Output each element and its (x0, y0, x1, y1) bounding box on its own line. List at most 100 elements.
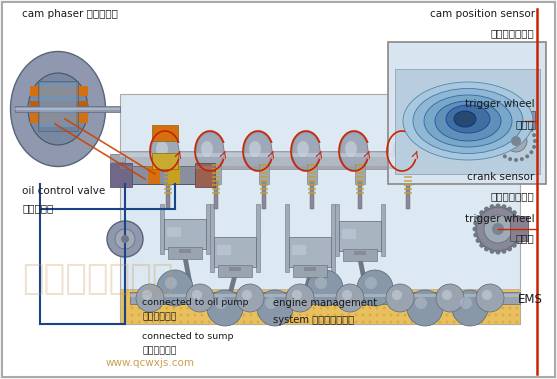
Circle shape (320, 293, 323, 296)
Circle shape (392, 290, 402, 300)
Circle shape (326, 321, 330, 324)
Bar (404, 180, 412, 182)
Circle shape (418, 321, 421, 324)
Circle shape (263, 299, 266, 302)
Circle shape (222, 321, 224, 324)
Circle shape (452, 307, 456, 310)
Circle shape (473, 313, 476, 316)
Circle shape (157, 270, 193, 306)
Circle shape (503, 124, 507, 128)
Circle shape (532, 145, 536, 149)
Circle shape (152, 299, 154, 302)
Circle shape (397, 321, 399, 324)
Circle shape (208, 313, 211, 316)
Circle shape (138, 293, 140, 296)
Circle shape (432, 293, 434, 296)
Bar (308, 172, 316, 174)
Circle shape (334, 307, 336, 310)
Circle shape (418, 307, 421, 310)
Circle shape (484, 207, 489, 211)
Circle shape (138, 321, 140, 324)
Circle shape (499, 150, 502, 154)
Circle shape (495, 307, 497, 310)
Circle shape (165, 313, 169, 316)
Circle shape (130, 299, 134, 302)
Circle shape (271, 313, 273, 316)
Circle shape (193, 307, 197, 310)
Bar (212, 188, 220, 190)
Bar (356, 164, 364, 166)
Bar (308, 164, 316, 166)
Circle shape (383, 293, 385, 296)
Circle shape (144, 313, 148, 316)
Circle shape (472, 227, 477, 232)
Circle shape (512, 243, 517, 248)
Circle shape (369, 293, 372, 296)
Circle shape (130, 321, 134, 324)
Circle shape (152, 321, 154, 324)
Circle shape (152, 313, 154, 316)
Circle shape (369, 299, 372, 302)
Circle shape (312, 299, 315, 302)
Circle shape (214, 313, 217, 316)
Bar (356, 192, 364, 194)
Bar (212, 168, 220, 170)
Bar (307, 164, 317, 184)
Text: oil control valve: oil control valve (22, 186, 105, 196)
Bar (260, 172, 268, 174)
Circle shape (354, 299, 358, 302)
Circle shape (411, 293, 413, 296)
Circle shape (424, 299, 428, 302)
Circle shape (383, 321, 385, 324)
Circle shape (277, 321, 281, 324)
Circle shape (432, 321, 434, 324)
Bar (404, 184, 412, 186)
Circle shape (481, 299, 483, 302)
Circle shape (515, 313, 519, 316)
Circle shape (307, 270, 343, 306)
Circle shape (369, 313, 372, 316)
Circle shape (361, 293, 364, 296)
Circle shape (236, 299, 238, 302)
Circle shape (265, 297, 277, 309)
Circle shape (476, 238, 481, 243)
Bar (110, 154, 125, 162)
Circle shape (397, 299, 399, 302)
Bar (331, 204, 335, 272)
Circle shape (501, 249, 506, 254)
Bar (308, 184, 316, 186)
Circle shape (340, 293, 344, 296)
Circle shape (285, 293, 287, 296)
Circle shape (389, 313, 393, 316)
Circle shape (348, 293, 350, 296)
Circle shape (173, 299, 175, 302)
Circle shape (484, 215, 512, 243)
Circle shape (257, 321, 260, 324)
Bar (356, 172, 364, 174)
Circle shape (515, 299, 519, 302)
Bar (505, 154, 525, 164)
Bar (308, 176, 316, 178)
Circle shape (142, 290, 152, 300)
Bar (381, 204, 385, 256)
Circle shape (432, 299, 434, 302)
Bar (206, 204, 210, 254)
Circle shape (159, 293, 162, 296)
Circle shape (179, 321, 183, 324)
Circle shape (446, 299, 448, 302)
Circle shape (467, 313, 470, 316)
Circle shape (508, 121, 512, 125)
Text: crank sensor: crank sensor (467, 172, 535, 182)
Circle shape (511, 136, 521, 146)
Circle shape (222, 307, 224, 310)
Ellipse shape (28, 73, 88, 145)
Circle shape (509, 321, 511, 324)
Bar (217, 245, 231, 255)
Bar (403, 164, 413, 184)
Circle shape (326, 307, 330, 310)
Circle shape (159, 307, 162, 310)
Bar (404, 176, 412, 178)
Bar (356, 184, 364, 186)
Circle shape (285, 313, 287, 316)
Ellipse shape (244, 132, 272, 170)
